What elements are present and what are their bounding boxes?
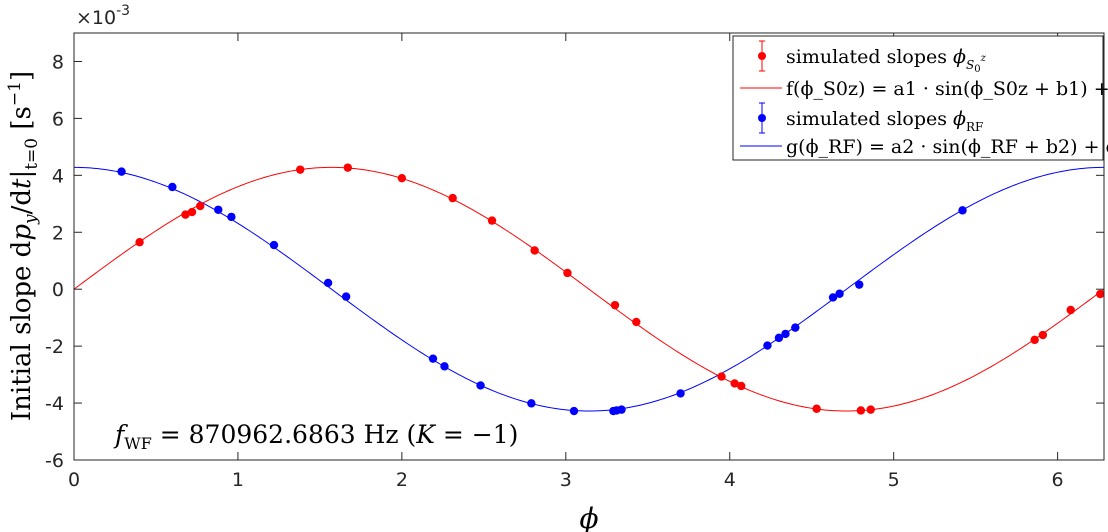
data-point xyxy=(958,206,967,215)
data-point xyxy=(835,289,844,298)
y-tick-label: 8 xyxy=(52,51,64,73)
x-tick-label: 6 xyxy=(1052,469,1064,491)
legend-entry-blue-fit: g(ϕ_RF) = a2 · sin(ϕ_RF + b2) + c2 xyxy=(740,136,1108,158)
data-point xyxy=(856,406,866,415)
data-point xyxy=(569,406,579,416)
legend: simulated slopes ϕS0z f(ϕ_S0z) = a1 · si… xyxy=(732,35,1108,161)
y-multiplier: ×10-3 xyxy=(76,3,130,29)
data-point xyxy=(476,381,485,390)
svg-text:Initial slope dpy/dt|t=0 [s−1]: Initial slope dpy/dt|t=0 [s−1] xyxy=(5,71,42,421)
svg-text:f(ϕ_S0z) = a1 · sin(ϕ_S0z + b1: f(ϕ_S0z) = a1 · sin(ϕ_S0z + b1) + c1 xyxy=(786,78,1108,100)
data-point xyxy=(1030,335,1039,345)
data-point xyxy=(632,317,641,327)
y-tick-label: -2 xyxy=(45,336,64,358)
y-tick-label: 0 xyxy=(52,279,64,301)
data-point xyxy=(343,163,352,172)
data-point xyxy=(717,372,726,381)
data-point xyxy=(1066,305,1075,315)
svg-text:simulated slopes ϕRF: simulated slopes ϕRF xyxy=(786,108,983,134)
data-point xyxy=(269,240,279,250)
y-tick-label: -4 xyxy=(45,393,64,415)
data-point xyxy=(168,182,177,192)
x-tick-label: 2 xyxy=(396,469,408,491)
data-point xyxy=(117,167,126,176)
data-point xyxy=(791,323,800,332)
data-point xyxy=(187,207,197,217)
data-point xyxy=(610,300,620,310)
data-point xyxy=(866,405,875,414)
x-tick-label: 0 xyxy=(68,469,80,491)
legend-entry-red-points: simulated slopes ϕS0z xyxy=(758,40,987,75)
x-tick-label: 5 xyxy=(888,469,900,491)
data-point xyxy=(487,216,497,225)
data-point xyxy=(341,292,351,301)
svg-text:simulated slopes ϕS0z: simulated slopes ϕS0z xyxy=(786,46,987,75)
data-point xyxy=(676,389,685,398)
fit-curve-0 xyxy=(74,166,1104,412)
data-points xyxy=(117,163,1105,416)
data-point xyxy=(227,212,236,222)
y-tick-label: 4 xyxy=(52,165,64,187)
x-tick-label: 3 xyxy=(560,469,572,491)
frequency-annotation: fWF = 870962.6863 Hz (K = −1) xyxy=(113,420,518,453)
svg-text:g(ϕ_RF) = a2 · sin(ϕ_RF + b2): g(ϕ_RF) = a2 · sin(ϕ_RF + b2) + c2 xyxy=(786,136,1108,158)
data-point xyxy=(563,268,572,278)
legend-box xyxy=(732,35,1104,161)
x-tick-label: 1 xyxy=(232,469,244,491)
y-tick-label: 2 xyxy=(52,222,64,244)
data-point xyxy=(855,280,864,289)
data-point xyxy=(774,333,784,343)
x-tick-label: 4 xyxy=(724,469,736,491)
data-point xyxy=(196,201,205,211)
fit-curves xyxy=(74,166,1104,412)
y-tick-label: 6 xyxy=(52,108,64,130)
data-point xyxy=(828,293,838,302)
data-point xyxy=(617,405,626,414)
data-point xyxy=(530,246,539,255)
data-point xyxy=(737,381,746,391)
data-point xyxy=(135,238,144,247)
data-point xyxy=(181,210,190,219)
legend-entry-blue-points: simulated slopes ϕRF xyxy=(758,102,983,134)
data-point xyxy=(428,354,438,363)
fit-curve-1 xyxy=(74,166,1104,412)
data-point xyxy=(323,278,333,288)
data-point xyxy=(397,173,407,183)
data-point xyxy=(781,329,790,339)
data-point xyxy=(812,404,821,413)
y-tick-label: -6 xyxy=(45,450,64,472)
data-point xyxy=(1096,289,1105,299)
data-point xyxy=(730,379,739,388)
axes-box xyxy=(73,32,1105,461)
data-point xyxy=(214,205,223,214)
data-point xyxy=(448,193,457,203)
data-point xyxy=(440,362,449,371)
data-point xyxy=(1038,330,1048,340)
legend-entry-red-fit: f(ϕ_S0z) = a1 · sin(ϕ_S0z + b1) + c1 xyxy=(740,78,1108,100)
data-point xyxy=(296,165,305,174)
y-axis-label: Initial slope dpy/dt|t=0 [s−1] xyxy=(5,71,42,421)
data-point xyxy=(527,399,536,408)
x-axis-label: ϕ xyxy=(579,502,598,532)
data-point xyxy=(763,341,772,350)
